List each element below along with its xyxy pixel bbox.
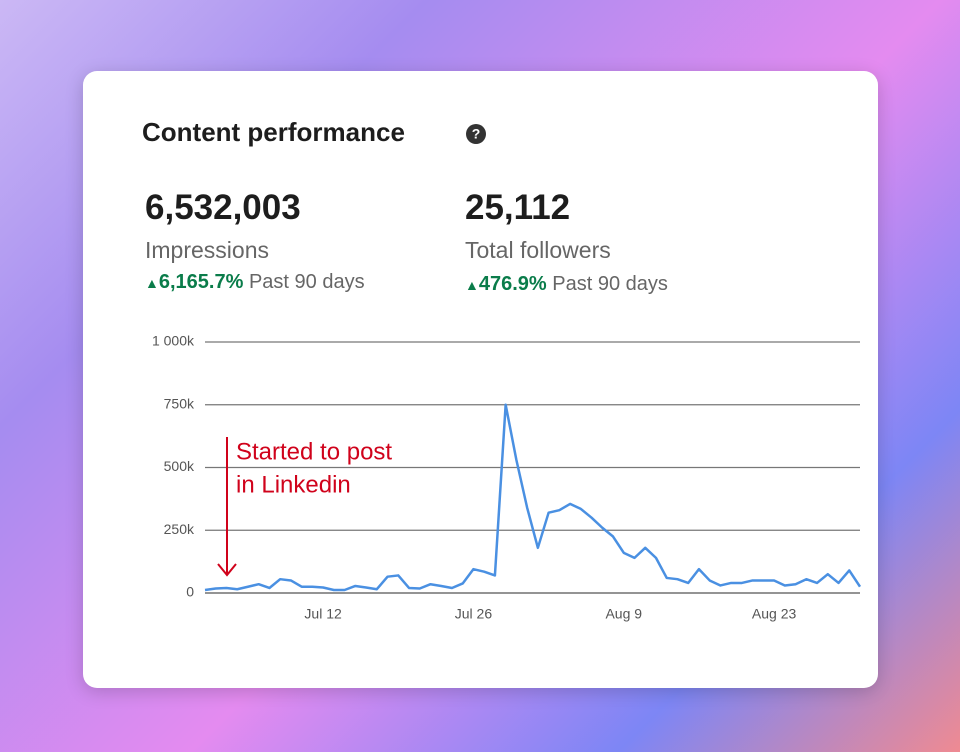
x-tick-label: Jul 12 <box>304 606 342 622</box>
y-tick-label: 0 <box>186 584 194 600</box>
y-tick-label: 250k <box>164 521 195 537</box>
annotation-arrowhead <box>217 563 237 577</box>
stat-label: Impressions <box>145 237 269 263</box>
stat-change: ▲6,165.7% Past 90 days <box>145 271 365 293</box>
x-tick-label: Jul 26 <box>455 606 493 622</box>
line <box>204 403 862 592</box>
card <box>83 71 878 688</box>
stat-change: ▲476.9% Past 90 days <box>465 273 668 295</box>
stat-value: 6,532,003 <box>145 188 301 227</box>
annotation: Started to post <box>236 438 392 465</box>
y-tick-label: 1 000k <box>152 333 195 349</box>
x-tick-label: Aug 9 <box>605 606 642 622</box>
y-tick-label: 500k <box>164 458 195 474</box>
period: Past 90 days <box>552 273 668 295</box>
x-tick-label: Aug 23 <box>752 606 797 622</box>
title: Content performance <box>142 117 405 147</box>
change-value: 476.9% <box>478 273 547 295</box>
stat-label: Total followers <box>465 237 611 263</box>
stat-value: 25,112 <box>465 188 571 227</box>
annotation: in Linkedin <box>236 471 351 498</box>
svg-text:?: ? <box>472 126 481 142</box>
change-value: 6,165.7% <box>158 271 244 293</box>
period: Past 90 days <box>248 271 365 293</box>
help-icon[interactable]: ? <box>465 123 487 145</box>
y-tick-label: 750k <box>164 395 195 411</box>
